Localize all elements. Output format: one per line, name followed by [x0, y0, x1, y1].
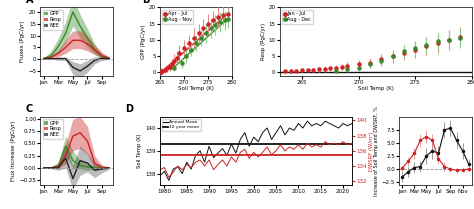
Legend: GPP, Resp, NEE: GPP, Resp, NEE — [43, 119, 63, 139]
Y-axis label: Flux Increase (PgC/yr): Flux Increase (PgC/yr) — [11, 121, 17, 181]
Y-axis label: DWSRF (W/m²): DWSRF (W/m²) — [369, 131, 374, 171]
Legend: Apr - Jul, Aug - Nov: Apr - Jul, Aug - Nov — [162, 10, 193, 24]
Text: C: C — [26, 104, 33, 114]
Text: B: B — [142, 0, 149, 5]
X-axis label: Soil Temp (K): Soil Temp (K) — [358, 86, 393, 91]
Legend: Jan - Jul, Aug - Dec: Jan - Jul, Aug - Dec — [282, 10, 312, 24]
X-axis label: Soil Temp (K): Soil Temp (K) — [178, 86, 214, 91]
Text: A: A — [26, 0, 33, 5]
Y-axis label: Resp (PgC/yr): Resp (PgC/yr) — [261, 23, 265, 60]
Legend: GPP, Resp, NEE: GPP, Resp, NEE — [43, 10, 63, 30]
Legend: Annual Mean, 10 year mean: Annual Mean, 10 year mean — [162, 119, 201, 131]
Y-axis label: GPP (PgC/yr): GPP (PgC/yr) — [141, 24, 146, 59]
Y-axis label: Soil Temp (K): Soil Temp (K) — [137, 134, 143, 168]
Text: D: D — [125, 104, 133, 114]
Y-axis label: Fluxes (PgC/yr): Fluxes (PgC/yr) — [20, 21, 25, 62]
Y-axis label: Increase of Soil Temp and DWSRF, %: Increase of Soil Temp and DWSRF, % — [374, 106, 379, 196]
